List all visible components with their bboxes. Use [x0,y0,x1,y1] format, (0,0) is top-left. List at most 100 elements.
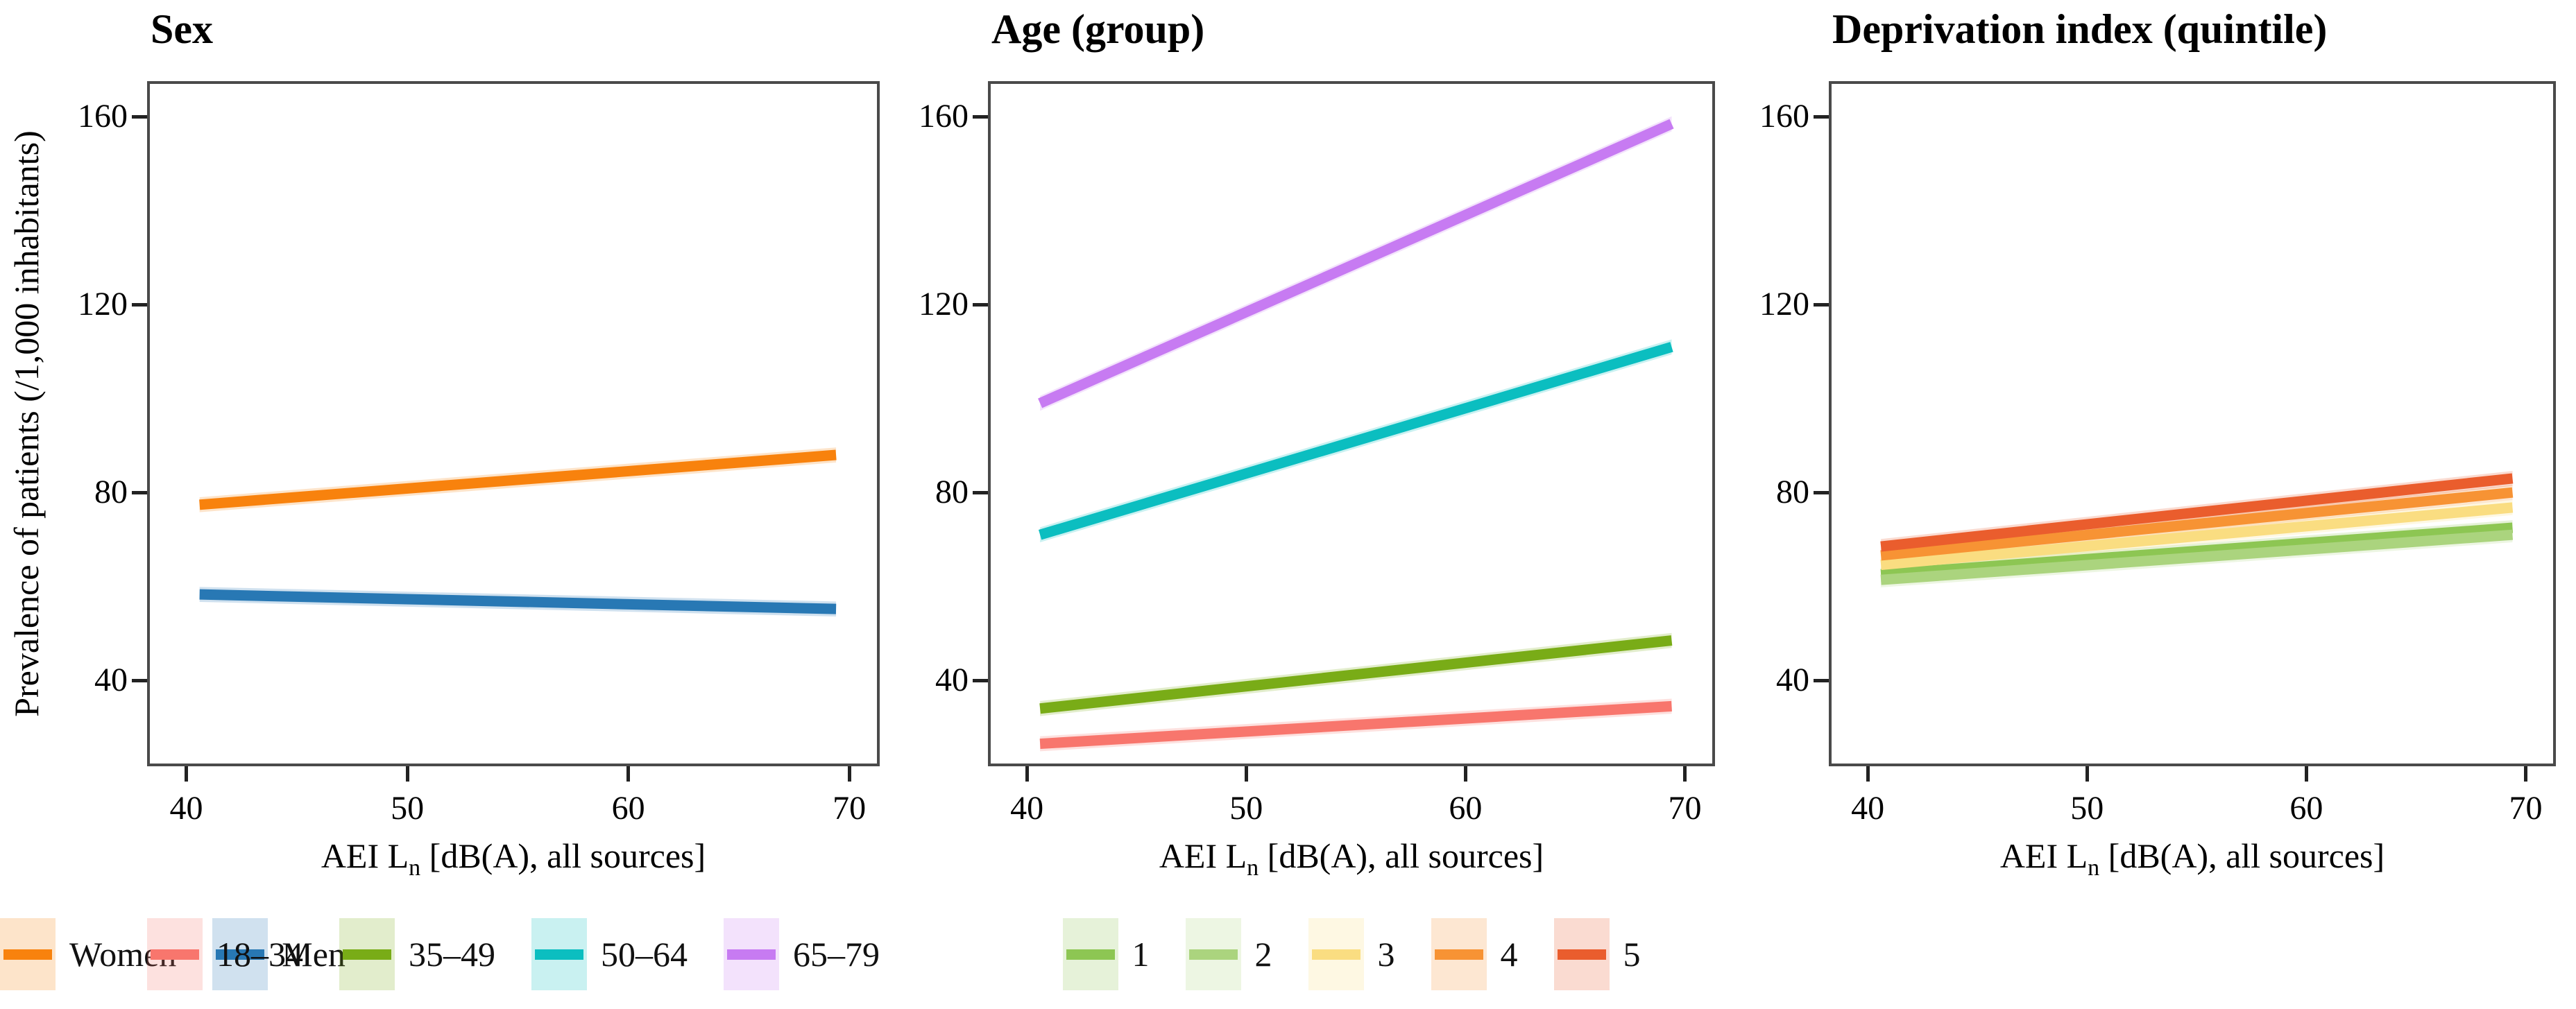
y-tick-mark [132,678,147,682]
legend-label: 2 [1254,935,1272,974]
panel-title-sex: Sex [151,6,213,52]
legend-label: 5 [1623,935,1641,974]
y-tick-mark [132,490,147,494]
y-tick-mark [132,302,147,307]
trend-line-Women [199,449,837,510]
legend-label: 4 [1500,935,1518,974]
legend-key-line [1188,949,1238,960]
y-tick-label: 40 [1776,662,1809,699]
y-tick-label: 160 [919,98,969,135]
sex-plot-svg [199,447,837,617]
x-tick-mark [1866,766,1870,782]
legend-item-4: 4 [1431,918,1518,990]
x-tick-label: 50 [2070,790,2104,827]
y-tick-mark [973,490,988,494]
y-axis-title-text: Prevalence of patients (/1,000 inhabitan… [7,130,46,717]
x-tick-mark [2523,766,2527,782]
sex-plot-area: 40 50 60 70 160 120 80 40 [78,81,880,827]
x-tick-label: 40 [1010,790,1044,827]
x-tick-label: 60 [611,790,645,827]
trend-line-5 [1880,473,2514,552]
legend-key-line [1311,949,1360,960]
deprivation-plot-svg [1880,471,2514,588]
trend-line-65–79 [1038,119,1674,408]
x-tick-mark [405,766,409,782]
legend-key-line [1066,949,1115,960]
legend-label: 3 [1377,935,1395,974]
x-tick-mark [1025,766,1029,782]
x-tick-mark [2304,766,2308,782]
legend-key-swatch [531,918,587,990]
y-tick-mark [1814,678,1829,682]
panel-title-deprivation: Deprivation index (quintile) [1832,6,2328,52]
age-plot-area: 40 50 60 70 160 120 80 40 [919,81,1715,827]
x-axis-title-sex: AEI Ln [dB(A), all sources] [147,836,880,881]
legend-item-50–64: 50–64 [531,918,688,990]
x-tick-label: 70 [2509,790,2543,827]
x-axis-title-prefix: AEI L [1159,836,1247,875]
legend-key-line [151,949,199,960]
legend-item-65–79: 65–79 [724,918,880,990]
legend-key-swatch [1308,918,1364,990]
x-tick-label: 60 [1449,790,1483,827]
legend-item-2: 2 [1185,918,1272,990]
x-axis-title-age: AEI Ln [dB(A), all sources] [988,836,1715,881]
legend-key-line [727,949,776,960]
legend-item-35–49: 35–49 [339,918,495,990]
y-tick-mark [973,114,988,119]
y-tick-label: 40 [935,662,969,699]
x-axis-title-subscript: n [2088,855,2100,881]
deprivation-plot-area: 40 50 60 70 160 120 80 40 [1759,81,2556,827]
legend-key-swatch [212,918,268,990]
legend-key-swatch [1553,918,1610,990]
y-tick-label: 40 [94,662,128,699]
y-tick-mark [973,678,988,682]
legend-item-3: 3 [1308,918,1395,990]
y-tick-mark [1814,490,1829,494]
trend-line-50–64 [1038,342,1673,540]
trend-line-35–49 [1039,635,1673,714]
legend-key-line [216,949,265,960]
x-tick-label: 40 [1851,790,1885,827]
x-tick-mark [626,766,631,782]
legend-label: 35–49 [409,935,495,974]
age-legend: 18–34 35–49 50–64 65–79 [147,913,880,996]
legend-key-line [1557,949,1606,960]
x-tick-mark [1682,766,1687,782]
legend-key-line [1434,949,1483,960]
trend-line-4 [1880,487,2514,561]
y-tick-mark [1814,302,1829,307]
x-tick-mark [1463,766,1467,782]
y-tick-mark [132,114,147,119]
x-axis-title-prefix: AEI L [1999,836,2088,875]
y-tick-label: 80 [94,474,128,511]
x-axis-title-subscript: n [1247,855,1259,881]
legend-key-line [343,949,391,960]
x-tick-label: 40 [169,790,203,827]
x-tick-mark [185,766,189,782]
trend-line-1 [1880,522,2514,580]
y-axis-title: Prevalence of patients (/1,000 inhabitan… [6,81,47,766]
x-axis-title-subscript: n [409,855,421,881]
legend-item-18–34: 18–34 [147,918,303,990]
x-tick-label: 70 [1668,790,1702,827]
y-tick-label: 120 [1759,286,1809,323]
legend-item-Men: Men [212,918,346,990]
legend-label: 50–64 [601,935,688,974]
x-tick-label: 60 [2289,790,2323,827]
legend-key-swatch [1431,918,1487,990]
x-axis-title-suffix: [dB(A), all sources] [420,836,706,875]
legend-item-1: 1 [1062,918,1150,990]
legend-label: 65–79 [793,935,880,974]
legend-item-5: 5 [1553,918,1641,990]
trend-line-18–34 [1039,700,1672,750]
legend-key-swatch [1185,918,1241,990]
y-tick-mark [973,302,988,307]
x-tick-mark [847,766,851,782]
y-tick-mark [1814,114,1829,119]
x-tick-label: 70 [833,790,867,827]
x-axis-title-prefix: AEI L [321,836,409,875]
trend-line-2 [1880,529,2514,585]
y-tick-label: 80 [1776,474,1809,511]
